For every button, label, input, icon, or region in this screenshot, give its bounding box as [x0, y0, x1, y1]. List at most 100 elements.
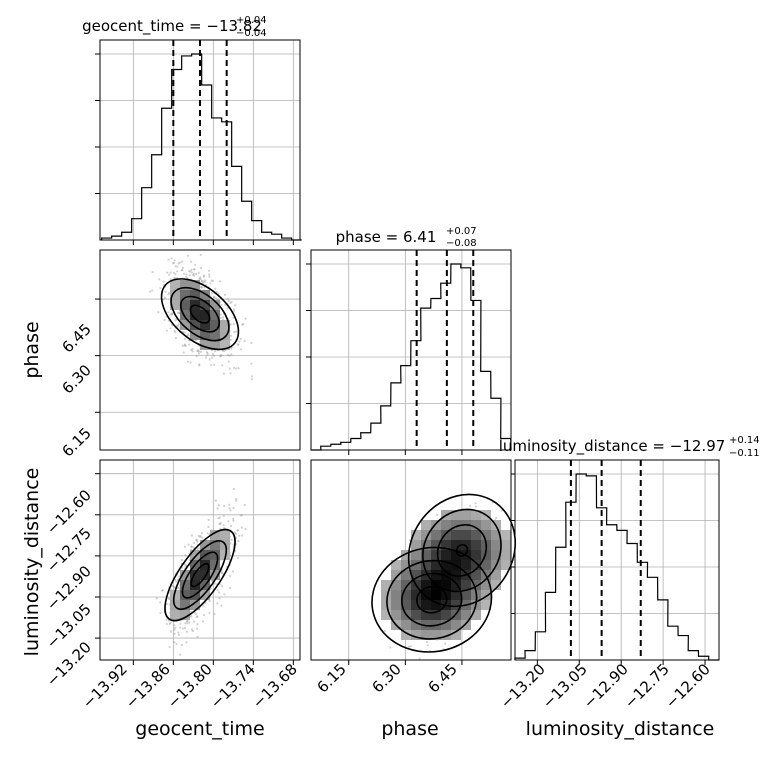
scatter-point: [469, 504, 472, 507]
scatter-point: [200, 280, 203, 283]
x-tick-label: −13.05: [539, 660, 591, 712]
scatter-point: [213, 354, 216, 357]
density-cell: [200, 300, 210, 310]
scatter-point: [183, 545, 187, 548]
density-cell: [180, 300, 190, 310]
scatter-point: [383, 629, 387, 633]
panel-border: [310, 249, 512, 451]
density-cell: [391, 560, 401, 570]
density-cell: [220, 330, 230, 340]
scatter-point: [211, 356, 214, 359]
scatter-point: [157, 311, 160, 314]
scatter-point: [235, 367, 238, 370]
density-cell: [401, 630, 411, 640]
density-cell: [180, 580, 190, 590]
density-cell: [441, 610, 451, 620]
scatter-point: [211, 579, 214, 582]
scatter-point: [191, 273, 195, 276]
scatter-point: [210, 279, 213, 282]
scatter-point: [208, 358, 211, 361]
density-cell: [411, 550, 421, 560]
density-cell: [421, 630, 431, 640]
density-cell: [501, 560, 511, 570]
x-axis-label-geocent-time: geocent_time: [135, 718, 264, 740]
scatter-point: [209, 282, 212, 285]
density-cell: [431, 600, 441, 610]
scatter-point: [206, 353, 209, 357]
scatter-point: [174, 319, 177, 322]
scatter-point: [237, 539, 240, 543]
density-cell: [471, 570, 481, 580]
scatter-point: [218, 591, 221, 594]
density-cell: [451, 600, 461, 610]
density-cell: [180, 610, 190, 620]
scatter-point: [198, 535, 201, 538]
scatter-point: [195, 615, 198, 619]
density-cell: [180, 570, 190, 580]
y-ticks-phase: 6.15 6.30 6.45: [58, 320, 94, 460]
scatter-point: [223, 504, 226, 508]
y-tick-label: 6.15: [58, 424, 94, 460]
scatter-point: [193, 263, 197, 266]
density-cell: [210, 550, 220, 560]
scatter-point: [229, 302, 232, 305]
scatter-point: [181, 344, 184, 347]
density-cell: [190, 580, 200, 590]
density-cell: [441, 620, 451, 630]
scatter-point: [228, 367, 231, 370]
scatter-point: [178, 261, 181, 264]
scatter-point: [168, 622, 171, 626]
x-tick-label: 6.45: [424, 660, 460, 696]
scatter-point: [190, 628, 194, 631]
density-cell: [451, 580, 461, 590]
scatter-point: [177, 586, 180, 590]
scatter-point: [229, 323, 232, 326]
scatter-point: [228, 354, 231, 357]
scatter-point: [201, 286, 204, 289]
scatter-point: [216, 589, 219, 592]
density-cell: [441, 540, 451, 550]
scatter-point: [179, 653, 182, 656]
scatter-point: [219, 523, 222, 526]
scatter-point: [171, 585, 174, 588]
density-cell: [411, 570, 421, 580]
scatter-point: [495, 516, 498, 520]
scatter-point: [234, 532, 237, 536]
scatter-point: [236, 529, 239, 532]
scatter-point: [193, 541, 196, 545]
scatter-point: [159, 601, 162, 604]
x-tick-label: −13.20: [497, 660, 549, 712]
title-luminosity-distance: luminosity_distance = −12.97: [499, 437, 726, 456]
scatter-point: [407, 645, 411, 648]
density-cell: [441, 530, 451, 540]
density-cell: [431, 540, 441, 550]
scatter-point: [213, 612, 216, 616]
scatter-point: [188, 274, 191, 277]
density-cell: [441, 570, 451, 580]
scatter-point: [186, 620, 189, 623]
scatter-point: [217, 517, 220, 520]
density-cell: [431, 610, 441, 620]
x-tick-label: 6.30: [368, 660, 404, 696]
scatter-point: [184, 554, 187, 557]
scatter-point: [232, 323, 235, 326]
scatter-point: [183, 626, 186, 630]
contour-line: [386, 559, 478, 640]
density-cell: [431, 550, 441, 560]
scatter-point: [230, 347, 233, 350]
scatter-point: [229, 524, 233, 528]
scatter-point: [231, 570, 235, 573]
scatter-geocent-time-vs-luminosity-distance: [95, 459, 301, 665]
scatter-point: [189, 270, 192, 273]
scatter-point: [222, 524, 225, 527]
title-luminosity-distance-minus: −0.11: [729, 448, 760, 459]
density-cell: [451, 530, 461, 540]
scatter-point: [389, 646, 392, 649]
scatter-point: [232, 316, 235, 319]
density-cell: [170, 280, 180, 290]
scatter-point: [223, 349, 226, 352]
scatter-point: [230, 300, 233, 303]
scatter-point: [169, 271, 172, 274]
scatter-point: [192, 272, 195, 275]
density-cell: [481, 600, 491, 610]
